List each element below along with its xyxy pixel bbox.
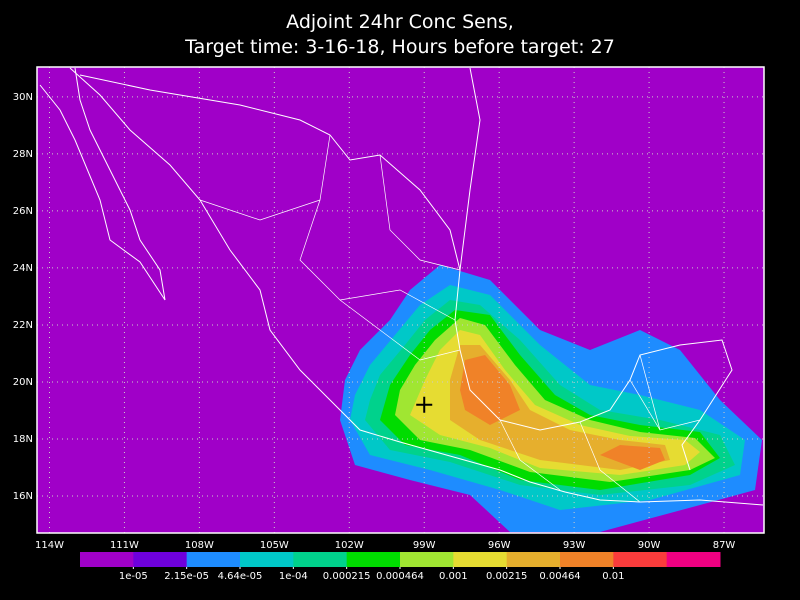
lon-tick-label: 108W xyxy=(185,540,214,551)
colorbar-label: 0.00464 xyxy=(539,571,580,582)
colorbar-label: 0.01 xyxy=(602,571,624,582)
map-frame xyxy=(36,66,765,534)
contour-fill xyxy=(460,355,520,425)
lat-tick-label: 24N xyxy=(13,263,33,274)
lat-tick-label: 22N xyxy=(13,320,33,331)
colorbar-box xyxy=(186,552,241,567)
lon-tick-label: 96W xyxy=(488,540,511,551)
lat-tick-label: 26N xyxy=(13,206,33,217)
lon-tick-label: 90W xyxy=(638,540,661,551)
lat-tick-label: 28N xyxy=(13,149,33,160)
colorbar-label: 1e-05 xyxy=(119,571,148,582)
colorbar-label: 0.000215 xyxy=(323,571,371,582)
colorbar-label: 0.001 xyxy=(439,571,468,582)
colorbar-box xyxy=(613,552,668,567)
colorbar-box xyxy=(293,552,348,567)
contour-fill xyxy=(450,345,670,470)
colorbar-box xyxy=(666,552,721,567)
lon-tick-label: 111W xyxy=(110,540,139,551)
lat-tick-label: 30N xyxy=(13,92,33,103)
lat-tick-label: 16N xyxy=(13,491,33,502)
colorbar: 1e-05 2.15e-05 4.64e-05 1e-04 0.000215 0.0004… xyxy=(80,552,721,582)
colorbar-label: 0.00215 xyxy=(486,571,527,582)
colorbar-label: 4.64e-05 xyxy=(218,571,263,582)
pacific-coast xyxy=(69,67,764,506)
border xyxy=(79,74,461,271)
lon-tick-label: 102W xyxy=(335,540,364,551)
lat-tick-label: 20N xyxy=(13,377,33,388)
state-lines xyxy=(199,134,701,503)
colorbar-box xyxy=(506,552,561,567)
colorbar-box xyxy=(453,552,508,567)
colorbar-label: 0.000464 xyxy=(376,571,424,582)
source-marker xyxy=(416,396,433,413)
lon-tick-label: 87W xyxy=(713,540,736,551)
colorbar-label: 2.15e-05 xyxy=(164,571,209,582)
colorbar-box xyxy=(400,552,454,567)
colorbar-label: 1e-04 xyxy=(279,571,308,582)
colorbar-box xyxy=(80,552,134,567)
colorbar-box xyxy=(346,552,401,567)
colorbar-box xyxy=(133,552,188,567)
title-line-2: Target time: 3-16-18, Hours before targe… xyxy=(184,36,615,58)
lon-tick-label: 93W xyxy=(563,540,586,551)
coastlines xyxy=(39,67,764,506)
colorbar-box xyxy=(560,552,614,567)
lon-tick-label: 99W xyxy=(413,540,436,551)
map-area xyxy=(37,67,764,533)
title-line-1: Adjoint 24hr Conc Sens, xyxy=(286,11,514,33)
gulf-coast xyxy=(454,67,733,471)
lon-tick-label: 105W xyxy=(260,540,289,551)
colorbar-box xyxy=(240,552,294,567)
baja-coast xyxy=(39,67,166,301)
lat-tick-label: 18N xyxy=(13,434,33,445)
lon-tick-label: 114W xyxy=(35,540,64,551)
contour-fill xyxy=(600,445,665,470)
